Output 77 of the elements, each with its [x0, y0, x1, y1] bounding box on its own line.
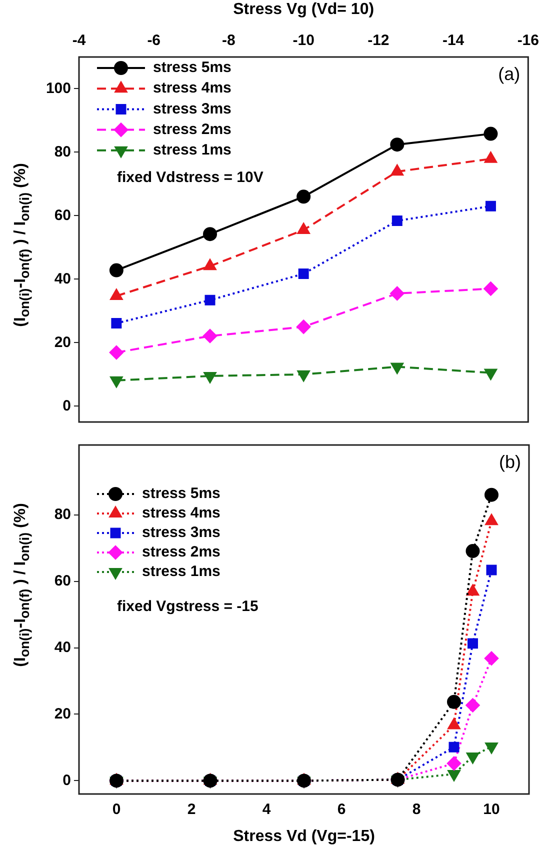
- point: [466, 584, 479, 596]
- x-tick-label: 4: [262, 801, 272, 818]
- x-tick-label: -4: [72, 32, 86, 50]
- point: [448, 742, 460, 752]
- point: [485, 200, 496, 212]
- legend-label: stress 4ms: [153, 80, 232, 97]
- annotation: fixed Vdstress = 10V: [117, 169, 264, 186]
- point: [484, 368, 497, 380]
- legend-label: stress 5ms: [142, 485, 220, 502]
- y-tick-label: 20: [54, 334, 71, 351]
- y-tick-label: 100: [46, 80, 71, 97]
- point: [204, 372, 216, 383]
- legend-label: stress 5ms: [153, 59, 232, 76]
- y-tick-label: 0: [62, 397, 71, 414]
- point: [296, 320, 311, 334]
- point: [297, 370, 310, 382]
- point: [484, 651, 498, 666]
- annotation: (a): [498, 64, 520, 84]
- x-tick-label: -8: [222, 32, 236, 50]
- point: [296, 190, 311, 204]
- point: [109, 345, 124, 360]
- point: [448, 718, 460, 730]
- legend-label: stress 4ms: [142, 504, 220, 522]
- legend-label: stress 3ms: [142, 524, 220, 542]
- x-axis-title: Stress Vg (Vd= 10): [233, 1, 374, 18]
- point: [466, 752, 479, 764]
- point: [486, 564, 497, 576]
- legend-label: stress 2ms: [142, 544, 220, 561]
- x-tick-label: 6: [337, 801, 346, 818]
- x-tick-label: 2: [187, 801, 196, 818]
- point: [298, 268, 309, 280]
- point: [485, 514, 498, 526]
- point: [390, 164, 404, 176]
- point: [111, 318, 122, 329]
- point: [485, 742, 498, 754]
- point: [204, 294, 216, 306]
- point: [109, 263, 124, 278]
- y-tick-label: 80: [54, 143, 71, 160]
- y-tick-label: 60: [54, 206, 71, 224]
- y-tick-label: 20: [54, 705, 71, 722]
- x-tick-label: -16: [517, 32, 540, 50]
- point: [110, 376, 123, 388]
- x-tick-label: -6: [147, 32, 161, 50]
- x-tick-label: 0: [112, 801, 121, 818]
- point: [466, 544, 480, 558]
- point: [484, 282, 498, 296]
- point: [484, 126, 498, 141]
- y-tick-label: 80: [54, 506, 71, 523]
- y-tick-label: 40: [54, 270, 71, 288]
- x-tick-label: -10: [292, 32, 314, 50]
- y-tick-label: 0: [62, 772, 71, 789]
- x-tick-label: 10: [483, 801, 500, 818]
- point: [447, 694, 461, 709]
- x-tick-label: -12: [368, 32, 390, 50]
- annotation: fixed Vgstress = -15: [117, 598, 258, 616]
- point: [203, 328, 218, 343]
- x-tick-label: -14: [442, 32, 465, 50]
- point: [390, 362, 404, 374]
- x-axis-title: Stress Vd (Vg=-15): [233, 828, 375, 845]
- point: [484, 152, 497, 163]
- point: [392, 216, 402, 226]
- point: [447, 756, 461, 770]
- point: [390, 138, 404, 152]
- x-tick-label: 8: [412, 801, 421, 818]
- point: [203, 227, 218, 242]
- legend-label: stress 2ms: [153, 120, 232, 138]
- annotation: (b): [499, 452, 521, 472]
- point: [390, 286, 404, 300]
- legend-label: stress 1ms: [153, 142, 232, 159]
- point: [468, 638, 478, 649]
- y-tick-label: 60: [54, 572, 71, 590]
- legend-label: stress 1ms: [142, 563, 220, 580]
- legend-label: stress 3ms: [153, 100, 232, 118]
- y-tick-label: 40: [54, 638, 71, 656]
- point: [204, 259, 216, 270]
- point: [466, 698, 480, 712]
- point: [484, 488, 498, 502]
